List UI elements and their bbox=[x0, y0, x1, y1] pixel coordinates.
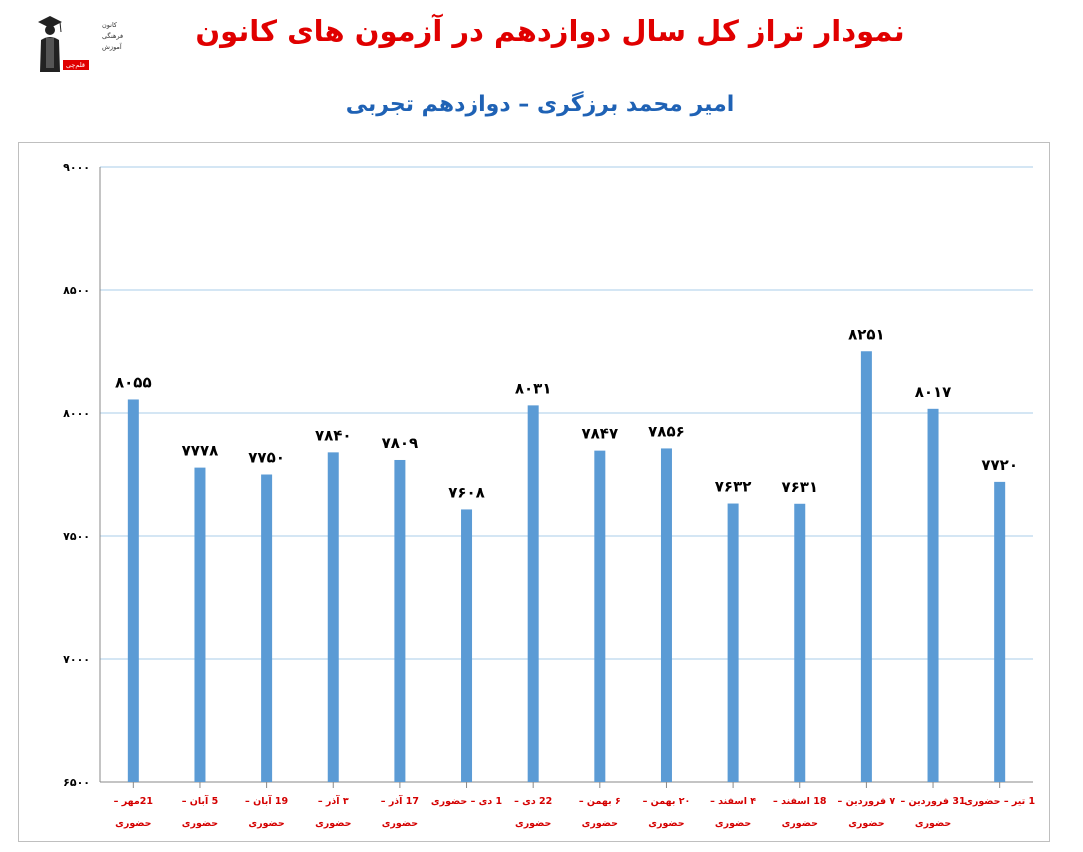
x-tick-label: 5 آبان – bbox=[182, 794, 219, 807]
x-tick-label: حضوری bbox=[115, 818, 151, 829]
bar bbox=[927, 408, 939, 782]
chart-subtitle: امیر محمد برزگری – دوازدهم تجربی bbox=[345, 92, 735, 117]
data-label: ۷۶۳۱ bbox=[781, 478, 818, 496]
x-tick-label: حضوری bbox=[182, 818, 218, 829]
y-tick-label: ۷۰۰۰ bbox=[63, 653, 90, 666]
chart-title: نمودار تراز کل سال دوازدهم در آزمون های … bbox=[195, 14, 905, 48]
x-tick-label: حضوری bbox=[848, 818, 884, 829]
x-tick-label: 22 دی – bbox=[514, 796, 552, 807]
x-tick-label: ۶ بهمن – bbox=[579, 796, 621, 807]
x-tick-label: حضوری bbox=[915, 818, 951, 829]
data-label: ۸۲۵۱ bbox=[848, 325, 885, 343]
data-label: ۸۰۱۷ bbox=[915, 383, 952, 401]
logo-line: فرهنگی bbox=[102, 32, 124, 40]
bar bbox=[327, 452, 339, 782]
bar bbox=[727, 503, 739, 782]
x-tick-label: 17 آذر – bbox=[381, 794, 419, 807]
bar bbox=[794, 503, 806, 782]
x-tick-label: ۳ آذر – bbox=[318, 794, 349, 807]
data-label: ۷۶۰۸ bbox=[448, 483, 485, 501]
x-tick-label: ۷ فروردین – bbox=[838, 796, 896, 807]
data-label: ۸۰۵۵ bbox=[115, 373, 152, 391]
x-tick-label: 19 آبان – bbox=[245, 794, 288, 807]
logo-line: کانون bbox=[102, 21, 118, 29]
bar bbox=[527, 405, 539, 782]
data-label: ۷۷۵۰ bbox=[248, 449, 285, 467]
bar bbox=[994, 481, 1006, 782]
y-tick-label: ۸۵۰۰ bbox=[63, 284, 90, 297]
x-tick-label: 18 اسفند – bbox=[773, 796, 827, 807]
x-tick-label: ۴ اسفند – bbox=[710, 796, 756, 807]
bar bbox=[660, 448, 672, 782]
y-tick-label: ۸۰۰۰ bbox=[63, 407, 90, 420]
x-tick-label: 1 دی – حضوری bbox=[431, 796, 502, 807]
x-tick-label: حضوری bbox=[515, 818, 551, 829]
bar bbox=[127, 399, 139, 782]
logo-line: قلم‌چی bbox=[66, 61, 86, 69]
data-label: ۷۷۲۰ bbox=[981, 456, 1018, 474]
x-tick-label: حضوری bbox=[782, 818, 818, 829]
data-label: ۷۸۴۷ bbox=[582, 425, 619, 443]
y-tick-label: ۹۰۰۰ bbox=[63, 161, 90, 174]
chart-frame bbox=[18, 142, 1050, 842]
data-label: ۷۸۴۰ bbox=[315, 426, 352, 444]
x-tick-label: 1 تیر – حضوری bbox=[964, 796, 1035, 807]
x-tick-label: حضوری bbox=[582, 818, 618, 829]
graduate-icon bbox=[38, 16, 89, 72]
bar bbox=[860, 351, 872, 782]
x-tick-label: حضوری bbox=[382, 818, 418, 829]
bar bbox=[461, 509, 473, 782]
x-tick-label: 21مهر – bbox=[114, 796, 153, 807]
data-label: ۸۰۳۱ bbox=[515, 379, 552, 397]
data-label: ۷۸۵۶ bbox=[648, 422, 685, 440]
bar bbox=[261, 474, 273, 782]
bar bbox=[594, 450, 606, 782]
x-tick-label: حضوری bbox=[648, 818, 684, 829]
bar bbox=[394, 459, 406, 782]
x-tick-label: حضوری bbox=[715, 818, 751, 829]
x-tick-label: 31 فروردین – bbox=[900, 796, 965, 807]
logo-line: آموزش bbox=[102, 43, 122, 51]
data-label: ۷۶۳۲ bbox=[715, 478, 752, 496]
y-tick-label: ۷۵۰۰ bbox=[63, 530, 90, 543]
data-label: ۷۷۷۸ bbox=[182, 442, 219, 460]
data-label: ۷۸۰۹ bbox=[382, 434, 419, 452]
x-tick-label: حضوری bbox=[248, 818, 284, 829]
bar bbox=[194, 467, 206, 782]
y-tick-label: ۶۵۰۰ bbox=[63, 776, 90, 789]
kanoon-logo: کانون فرهنگی آموزش قلم‌چی bbox=[36, 10, 123, 80]
x-tick-label: حضوری bbox=[315, 818, 351, 829]
x-tick-label: ۲۰ بهمن – bbox=[643, 796, 691, 807]
